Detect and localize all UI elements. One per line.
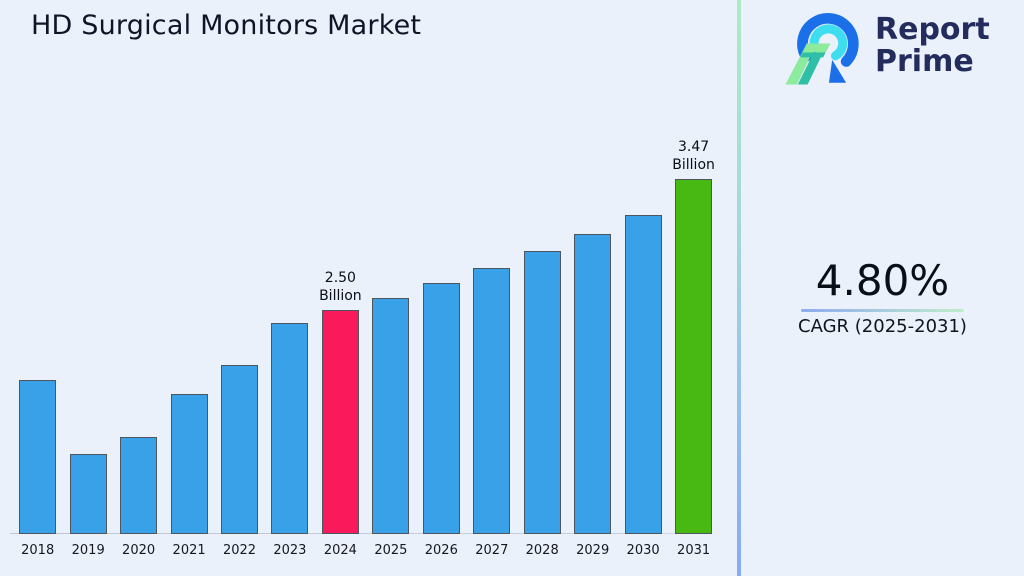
x-tick-2020: 2020	[122, 543, 156, 558]
x-tick-2025: 2025	[374, 543, 408, 558]
cagr-period-label: CAGR (2025-2031)	[798, 316, 967, 337]
bar-2026	[422, 283, 460, 534]
logo-line-report: Report	[875, 12, 990, 47]
bar-2024	[321, 310, 359, 534]
cagr-value: 4.80%	[815, 256, 950, 305]
vertical-divider	[737, 0, 741, 576]
x-tick-2028: 2028	[525, 543, 559, 558]
bar-2021	[170, 394, 208, 534]
bar-2022	[221, 365, 258, 534]
bar-2020	[120, 437, 158, 534]
bar-2031	[675, 179, 713, 534]
x-tick-2022: 2022	[222, 543, 257, 558]
chart-title: HD Surgical Monitors Market	[31, 10, 422, 41]
x-tick-2021: 2021	[172, 543, 206, 558]
bar-2027	[473, 268, 511, 534]
x-tick-2023: 2023	[273, 543, 307, 558]
bar-2030	[624, 215, 662, 534]
x-tick-2026: 2026	[424, 543, 458, 558]
x-tick-2018: 2018	[21, 543, 55, 558]
x-tick-2024: 2024	[323, 543, 357, 558]
bar-value-label-2031: 3.47 Billion	[672, 139, 715, 173]
chart-plot: 2018 2019 2020 2021 2022 2023 2024 2.50 Billion 2…	[10, 139, 720, 558]
x-tick-2029: 2029	[576, 543, 610, 558]
cagr-underline	[801, 309, 964, 312]
report-prime-logo-text: Report Prime	[875, 12, 990, 80]
bar-2023	[271, 323, 309, 534]
logo-line-prime: Prime	[875, 44, 974, 80]
report-prime-logo-icon	[785, 13, 859, 85]
x-tick-2027: 2027	[475, 543, 509, 558]
bar-value-label-2024: 2.50 Billion	[319, 270, 362, 304]
x-axis-line	[10, 533, 720, 534]
x-tick-2030: 2030	[626, 543, 660, 558]
bar-2029	[574, 234, 612, 534]
bar-2028	[523, 251, 561, 534]
x-tick-2019: 2019	[71, 543, 105, 558]
bar-2025	[372, 298, 410, 534]
bar-2018	[19, 380, 57, 534]
x-tick-2031: 2031	[677, 543, 711, 558]
bar-2019	[69, 454, 107, 534]
